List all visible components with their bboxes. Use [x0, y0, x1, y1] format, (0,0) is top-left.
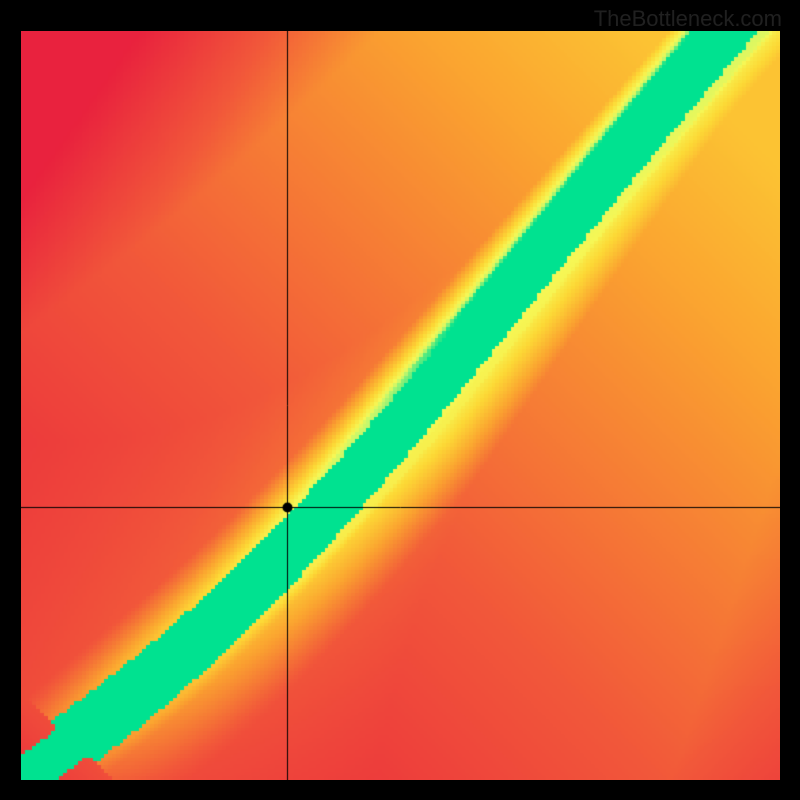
bottleneck-heatmap [21, 31, 780, 780]
attribution-text: TheBottleneck.com [594, 6, 782, 32]
